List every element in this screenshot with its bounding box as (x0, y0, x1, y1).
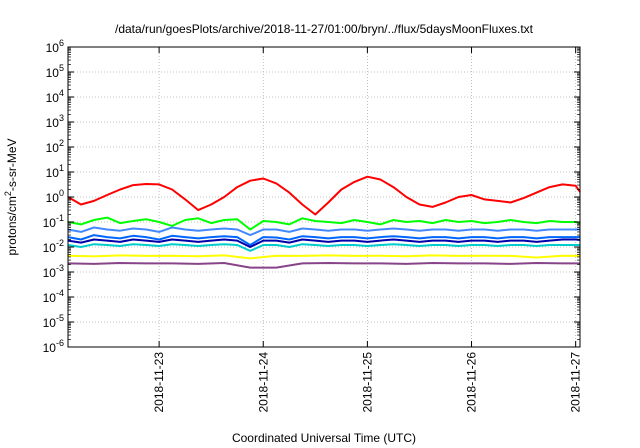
series-line-8 (67, 262, 580, 269)
x-tick-label: 2018-11-25 (360, 352, 374, 413)
y-tick-base: 10 (43, 291, 57, 305)
y-tick-exponent: -6 (56, 338, 64, 348)
x-tick-labels: 2018-11-23 2018-11-24 2018-11-25 2018-11-26… (152, 352, 583, 413)
series-line-3 (67, 226, 580, 237)
y-tick-base: 10 (46, 91, 60, 105)
x-tick-label: 2018-11-27 (569, 352, 583, 413)
y-tick-exponent: 0 (59, 188, 64, 198)
y-tick-base: 10 (43, 341, 57, 355)
y-tick-exponent: 4 (59, 88, 64, 98)
y-tick-exponent: -1 (56, 213, 64, 223)
y-tick-base: 10 (46, 191, 60, 205)
y-tick-exponent: -4 (56, 288, 64, 298)
y-tick-exponent: 6 (59, 38, 64, 48)
y-tick-base: 10 (43, 316, 57, 330)
series-line-5 (67, 238, 581, 248)
y-axis-label-suffix: -s-sr-MeV (5, 138, 19, 191)
y-tick-exponent: -3 (56, 263, 64, 273)
y-axis-label-prefix: protons/cm (5, 196, 19, 255)
y-tick-base: 10 (46, 41, 60, 55)
y-tick-label: 10-4 (43, 288, 64, 305)
y-tick-label: 102 (46, 138, 64, 155)
y-tick-label: 100 (46, 188, 64, 205)
y-tick-base: 10 (46, 66, 60, 80)
x-tick-label: 2018-11-24 (256, 352, 270, 413)
x-tick-label: 2018-11-26 (465, 352, 479, 413)
series-group (67, 175, 581, 269)
y-tick-base: 10 (46, 166, 60, 180)
x-axis-label: Coordinated Universal Time (UTC) (232, 431, 416, 445)
y-tick-base: 10 (46, 116, 60, 130)
y-tick-exponent: 5 (59, 63, 64, 73)
chart-title: /data/run/goesPlots/archive/2018-11-27/0… (115, 22, 534, 36)
series-line-4 (67, 234, 580, 246)
y-tick-exponent: 2 (59, 138, 64, 148)
y-tick-label: 106 (46, 38, 64, 55)
y-tick-exponent: -5 (56, 313, 64, 323)
y-tick-label: 104 (46, 88, 64, 105)
y-tick-label: 10-2 (43, 238, 64, 255)
y-tick-exponent: 1 (59, 163, 64, 173)
y-tick-base: 10 (43, 241, 57, 255)
y-tick-label: 105 (46, 63, 64, 80)
series-line-2 (67, 216, 581, 231)
y-tick-label: 10-1 (43, 213, 64, 230)
series-line-6 (67, 243, 580, 252)
y-tick-labels: 10610510410310210110010-110-210-310-410-… (43, 38, 64, 355)
y-tick-label: 10-3 (43, 263, 64, 280)
series-line-1 (67, 175, 581, 216)
x-tick-label: 2018-11-23 (152, 352, 166, 413)
y-tick-label: 10-6 (43, 338, 64, 355)
grid (68, 47, 580, 347)
y-tick-base: 10 (46, 141, 60, 155)
y-tick-exponent: -2 (56, 238, 64, 248)
y-tick-label: 10-5 (43, 313, 64, 330)
ticks (68, 46, 580, 348)
y-tick-exponent: 3 (59, 113, 64, 123)
y-tick-label: 101 (46, 163, 64, 180)
y-axis-label: protons/cm2-s-sr-MeV (3, 138, 19, 255)
y-tick-label: 103 (46, 113, 64, 130)
y-tick-base: 10 (43, 266, 57, 280)
y-tick-base: 10 (43, 216, 57, 230)
series-line-7 (67, 254, 581, 260)
y-axis-label-sup: 2 (3, 191, 13, 196)
